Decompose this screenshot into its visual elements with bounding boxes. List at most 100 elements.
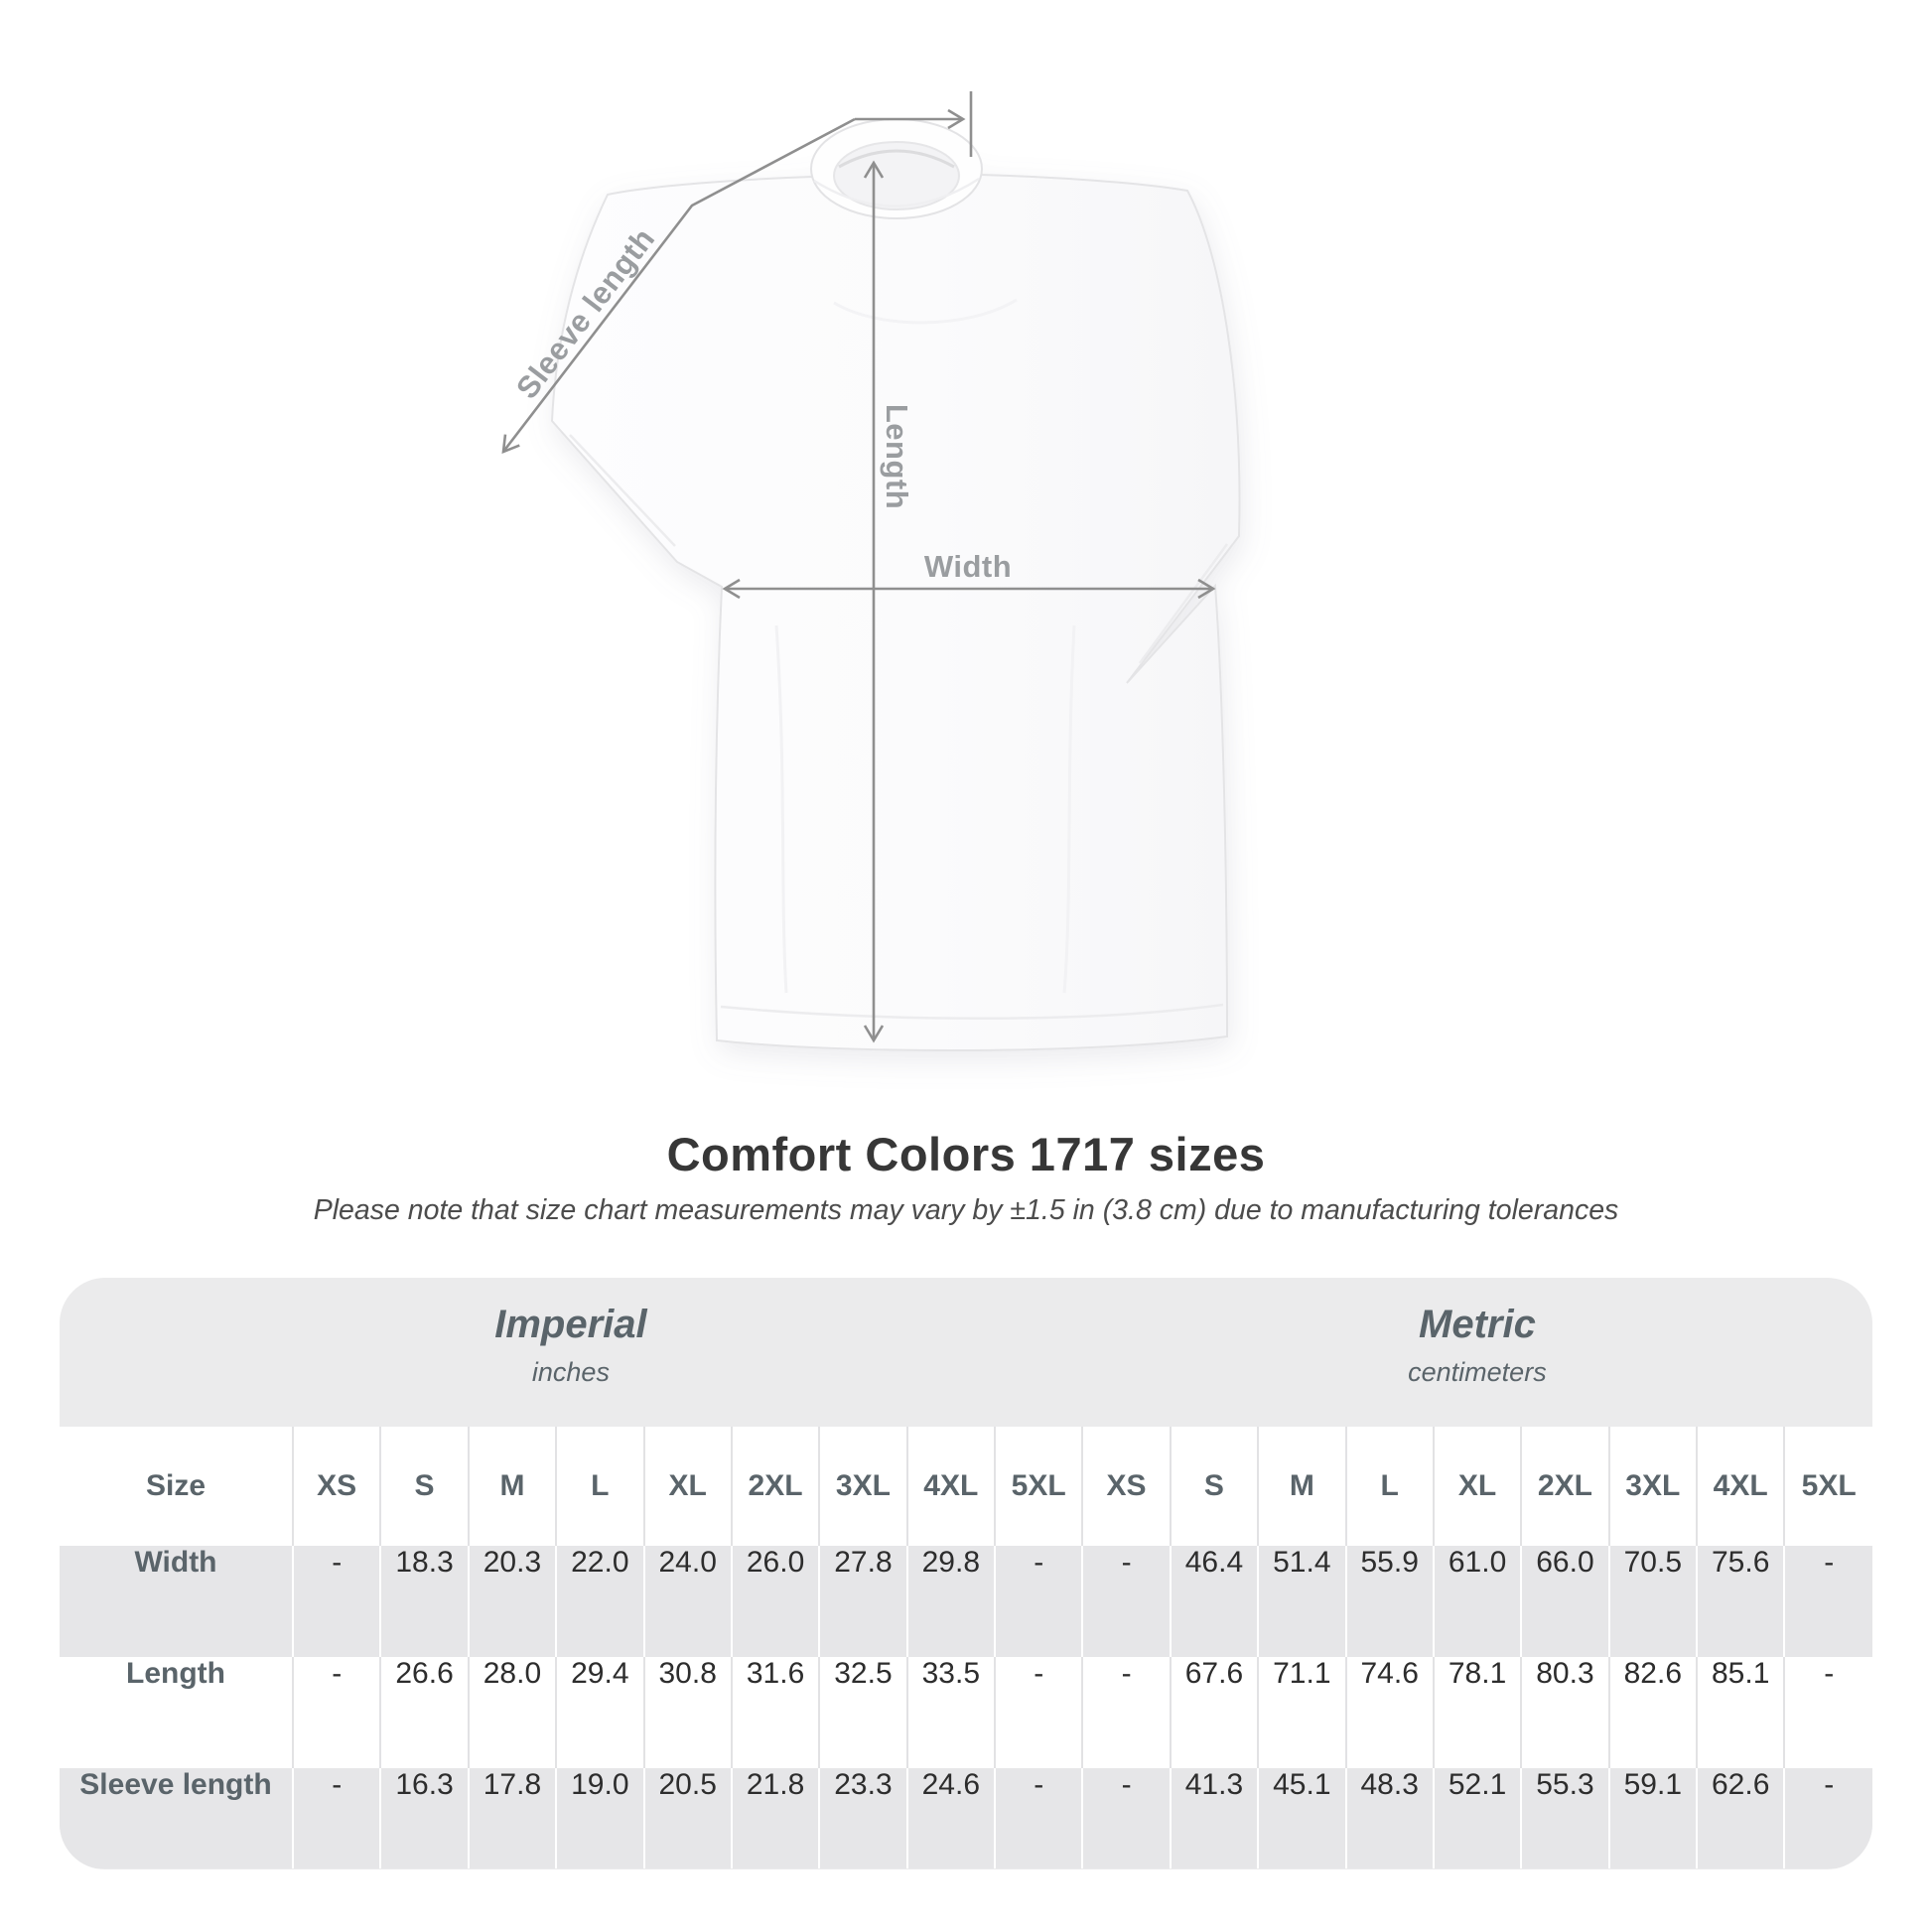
value-cell-imperial: 29.8 bbox=[905, 1546, 995, 1657]
value-cell-metric: 61.0 bbox=[1432, 1546, 1522, 1657]
size-col-header-imperial: 4XL bbox=[905, 1427, 995, 1546]
size-col-header-metric: S bbox=[1169, 1427, 1259, 1546]
value-cell-metric: 52.1 bbox=[1432, 1768, 1522, 1868]
size-col-header-imperial: XS bbox=[291, 1427, 381, 1546]
chest-fold bbox=[833, 298, 1018, 325]
wrinkle-right bbox=[1062, 624, 1076, 994]
value-cell-imperial: 20.3 bbox=[467, 1546, 557, 1657]
value-cell-imperial: 29.4 bbox=[555, 1657, 644, 1768]
value-cell-metric: - bbox=[1081, 1768, 1171, 1868]
width-label: Width bbox=[924, 549, 1012, 584]
size-column-header: Size bbox=[145, 1469, 207, 1502]
value-cell-metric: 55.9 bbox=[1344, 1546, 1434, 1657]
size-col-header-imperial: XL bbox=[642, 1427, 732, 1546]
collar-seam bbox=[813, 177, 980, 207]
measurement-arrows bbox=[501, 91, 1216, 1043]
table-row: Sleeve length -16.3 17.8 19.0 20.5 21.8 23.3 24… bbox=[60, 1768, 1872, 1868]
value-cell-metric: 51.4 bbox=[1257, 1546, 1346, 1657]
value-cell-metric: 67.6 bbox=[1169, 1657, 1259, 1768]
value-cell-imperial: 22.0 bbox=[555, 1546, 644, 1657]
sleeve-length-arrow-diagonal bbox=[501, 117, 856, 455]
page-title: Comfort Colors 1717 sizes bbox=[666, 1128, 1266, 1180]
value-cell-imperial: 16.3 bbox=[379, 1768, 469, 1868]
table-row: Width -18.3 20.3 22.0 24.0 26.0 27.8 29.8- -46.4… bbox=[60, 1546, 1872, 1657]
value-cell-imperial: 26.0 bbox=[730, 1546, 820, 1657]
value-cell-metric: 41.3 bbox=[1169, 1768, 1259, 1868]
imperial-title: Imperial bbox=[494, 1303, 647, 1346]
value-cell-imperial: 31.6 bbox=[730, 1657, 820, 1768]
row-label: Width bbox=[134, 1546, 217, 1579]
value-cell-imperial: 24.6 bbox=[905, 1768, 995, 1868]
metric-header: Metric centimeters bbox=[1082, 1278, 1872, 1427]
value-cell-imperial: - bbox=[291, 1768, 381, 1868]
value-cell-metric: - bbox=[1783, 1657, 1872, 1768]
value-cell-imperial: 32.5 bbox=[818, 1657, 907, 1768]
size-col-header-metric: 4XL bbox=[1695, 1427, 1785, 1546]
value-cell-imperial: - bbox=[291, 1546, 381, 1657]
hem-stitch bbox=[720, 1003, 1224, 1021]
value-cell-metric: 80.3 bbox=[1520, 1657, 1609, 1768]
row-label: Length bbox=[126, 1657, 225, 1690]
tshirt-body bbox=[550, 155, 1241, 1052]
value-cell-imperial: 27.8 bbox=[818, 1546, 907, 1657]
size-table-panel: Imperial inches Metric centimeters Size X… bbox=[60, 1278, 1872, 1869]
value-cell-metric: 55.3 bbox=[1520, 1768, 1609, 1868]
value-cell-metric: 66.0 bbox=[1520, 1546, 1609, 1657]
value-cell-metric: 74.6 bbox=[1344, 1657, 1434, 1768]
collar-inner-shadow bbox=[838, 149, 955, 169]
value-cell-imperial: 20.5 bbox=[642, 1768, 732, 1868]
metric-subtitle: centimeters bbox=[1408, 1357, 1547, 1387]
tshirt-measurement-diagram: Sleeve length Length Width bbox=[501, 91, 1241, 1052]
tolerance-note: Please note that size chart measurements… bbox=[313, 1194, 1619, 1226]
size-col-header-metric: L bbox=[1344, 1427, 1434, 1546]
value-cell-metric: 70.5 bbox=[1607, 1546, 1697, 1657]
value-cell-metric: 75.6 bbox=[1695, 1546, 1785, 1657]
size-col-header-metric: XL bbox=[1432, 1427, 1522, 1546]
imperial-header: Imperial inches bbox=[60, 1278, 1082, 1427]
value-cell-metric: - bbox=[1783, 1546, 1872, 1657]
value-cell-metric: 59.1 bbox=[1607, 1768, 1697, 1868]
value-cell-imperial: 21.8 bbox=[730, 1768, 820, 1868]
value-cell-imperial: 28.0 bbox=[467, 1657, 557, 1768]
value-cell-imperial: 33.5 bbox=[905, 1657, 995, 1768]
value-cell-imperial: 26.6 bbox=[379, 1657, 469, 1768]
size-col-header-imperial: S bbox=[379, 1427, 469, 1546]
value-cell-imperial: 24.0 bbox=[642, 1546, 732, 1657]
value-cell-metric: - bbox=[1783, 1768, 1872, 1868]
value-cell-metric: 48.3 bbox=[1344, 1768, 1434, 1868]
size-col-header-imperial: 3XL bbox=[818, 1427, 907, 1546]
value-cell-imperial: - bbox=[291, 1657, 381, 1768]
value-cell-imperial: 19.0 bbox=[555, 1768, 644, 1868]
row-label: Sleeve length bbox=[79, 1768, 272, 1801]
size-header-row: Size XS S M L XL 2XL 3XL 4XL 5XL XS S M L XL 2XL 3XL 4XL 5… bbox=[60, 1427, 1872, 1546]
value-cell-imperial: 17.8 bbox=[467, 1768, 557, 1868]
size-col-header-metric: XS bbox=[1081, 1427, 1171, 1546]
size-col-header-imperial: 2XL bbox=[730, 1427, 820, 1546]
value-cell-metric: 85.1 bbox=[1695, 1657, 1785, 1768]
value-cell-imperial: - bbox=[993, 1546, 1083, 1657]
size-col-header-metric: M bbox=[1257, 1427, 1346, 1546]
size-col-header-imperial: M bbox=[467, 1427, 557, 1546]
wrinkle-left bbox=[774, 624, 788, 994]
value-cell-imperial: - bbox=[993, 1768, 1083, 1868]
size-col-header-imperial: 5XL bbox=[993, 1427, 1083, 1546]
value-cell-metric: 82.6 bbox=[1607, 1657, 1697, 1768]
size-col-header-metric: 2XL bbox=[1520, 1427, 1609, 1546]
value-cell-imperial: 23.3 bbox=[818, 1768, 907, 1868]
size-col-header-imperial: L bbox=[555, 1427, 644, 1546]
value-cell-metric: 71.1 bbox=[1257, 1657, 1346, 1768]
value-cell-metric: - bbox=[1081, 1546, 1171, 1657]
metric-title: Metric bbox=[1419, 1303, 1536, 1346]
size-col-header-metric: 3XL bbox=[1607, 1427, 1697, 1546]
left-cuff-stitch bbox=[569, 434, 676, 547]
tshirt-graphic bbox=[550, 118, 1241, 1052]
value-cell-imperial: - bbox=[993, 1657, 1083, 1768]
value-cell-metric: 46.4 bbox=[1169, 1546, 1259, 1657]
table-row: Length -26.6 28.0 29.4 30.8 31.6 32.5 33.5- -67.… bbox=[60, 1657, 1872, 1768]
value-cell-metric: 62.6 bbox=[1695, 1768, 1785, 1868]
unit-header-band: Imperial inches Metric centimeters bbox=[60, 1278, 1872, 1427]
value-cell-imperial: 18.3 bbox=[379, 1546, 469, 1657]
right-cuff-stitch bbox=[1138, 543, 1229, 664]
length-label: Length bbox=[880, 404, 914, 509]
